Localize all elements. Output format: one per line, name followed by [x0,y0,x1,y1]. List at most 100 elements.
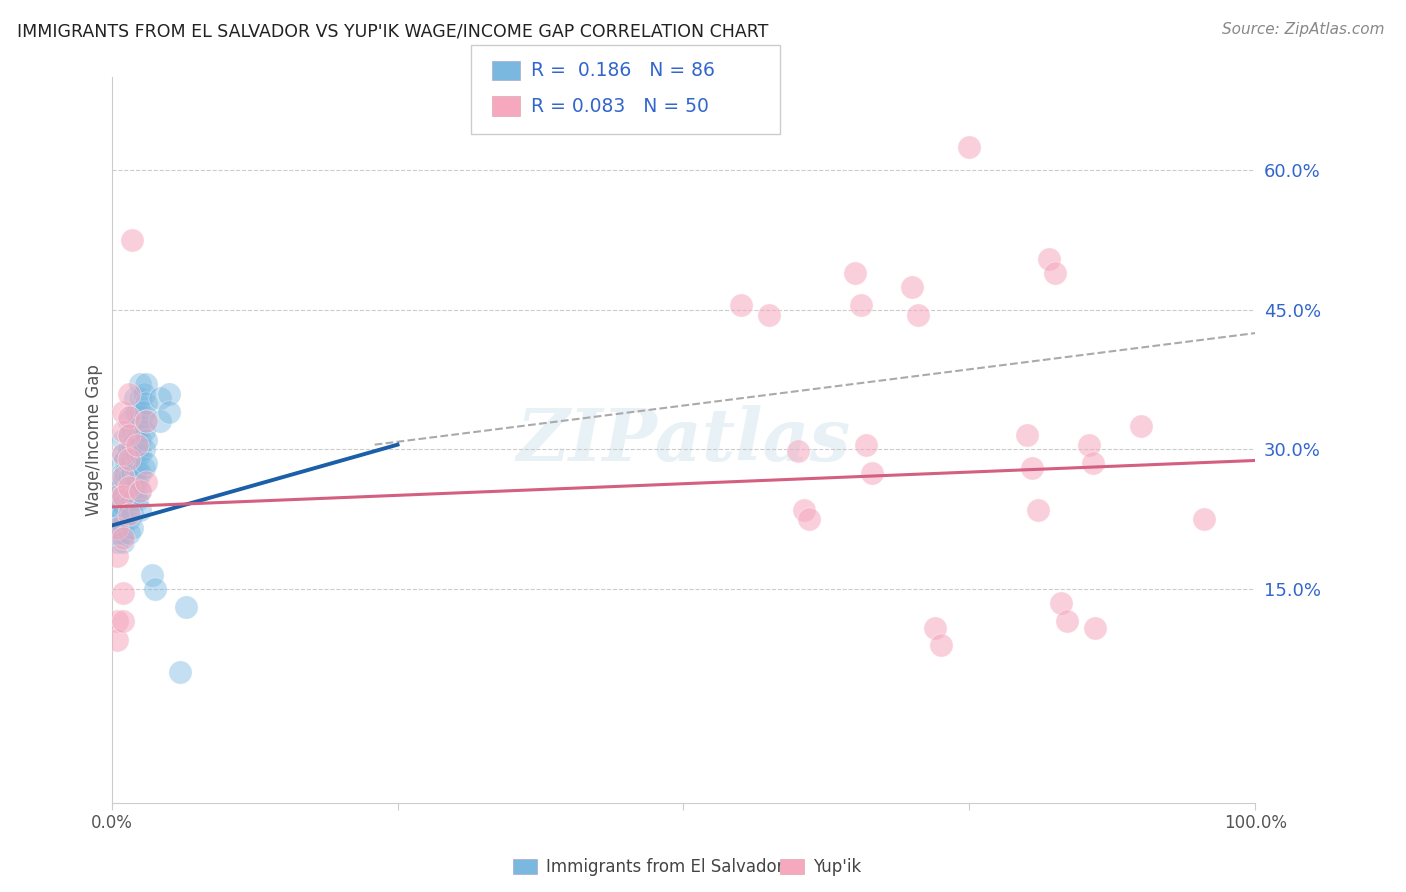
Point [1050,596,1073,610]
Point [112,535,135,549]
Point [118,409,141,424]
Point [112,526,135,541]
Point [1026,502,1049,516]
Point [129,391,152,405]
Point [129,377,152,392]
Point [125,433,148,447]
Point [135,414,157,428]
Point [135,396,157,410]
Point [121,233,143,247]
Point [114,451,136,466]
Point [125,438,148,452]
Point [957,140,980,154]
Point [141,567,163,582]
Point [121,466,143,480]
Text: Yup'ik: Yup'ik [813,858,860,876]
Point [129,419,152,434]
Point [124,489,146,503]
Point [121,438,143,452]
Point [121,424,143,438]
Point [118,526,141,541]
Point [129,405,152,419]
Point [121,508,143,522]
Point [112,447,135,461]
Point [118,428,141,442]
Point [135,475,157,489]
Point [105,493,128,508]
Point [124,405,146,419]
Point [105,521,128,535]
Point [110,509,132,524]
Point [118,442,141,457]
Point [105,508,128,522]
Point [1015,428,1038,442]
Point [112,586,135,600]
Point [157,405,180,419]
Point [112,466,135,480]
Point [135,456,157,470]
Point [112,615,135,629]
Point [157,386,180,401]
Point [792,502,814,516]
Point [112,447,135,461]
Point [901,279,924,293]
Point [929,638,952,652]
Point [121,493,143,508]
Point [1081,456,1104,470]
Text: Source: ZipAtlas.com: Source: ZipAtlas.com [1222,22,1385,37]
Point [129,447,152,461]
Point [135,414,157,428]
Point [924,621,946,635]
Point [1021,461,1043,475]
Point [105,512,128,526]
Point [129,502,152,516]
Point [129,484,152,499]
Point [143,582,166,596]
Point [105,526,128,541]
Point [907,308,929,322]
Point [1056,615,1078,629]
Text: R = 0.083   N = 50: R = 0.083 N = 50 [531,96,710,116]
Point [118,512,141,526]
Point [169,665,191,680]
Point [105,489,128,503]
Point [110,498,132,512]
Point [132,424,155,438]
Point [118,479,141,493]
Point [118,484,141,499]
Point [118,508,141,522]
Point [118,428,141,442]
Point [112,531,135,545]
Point [118,498,141,512]
Point [105,516,128,531]
Point [799,512,821,526]
Point [118,470,141,484]
Point [129,484,152,499]
Point [135,377,157,392]
Point [105,502,128,516]
Point [129,433,152,447]
Point [149,414,172,428]
Point [149,391,172,405]
Point [174,600,197,615]
Point [112,516,135,531]
Point [105,475,128,489]
Point [125,419,148,434]
Point [124,391,146,405]
Point [786,444,808,458]
Point [118,414,141,428]
Point [105,535,128,549]
Point [135,433,157,447]
Point [125,475,148,489]
Text: IMMIGRANTS FROM EL SALVADOR VS YUP'IK WAGE/INCOME GAP CORRELATION CHART: IMMIGRANTS FROM EL SALVADOR VS YUP'IK WA… [17,22,768,40]
Point [124,447,146,461]
Point [730,298,752,312]
Point [112,489,135,503]
Point [118,386,141,401]
Point [125,493,148,508]
Point [105,615,128,629]
Text: Immigrants from El Salvador: Immigrants from El Salvador [546,858,783,876]
Point [132,442,155,457]
Point [112,489,135,503]
Point [121,521,143,535]
